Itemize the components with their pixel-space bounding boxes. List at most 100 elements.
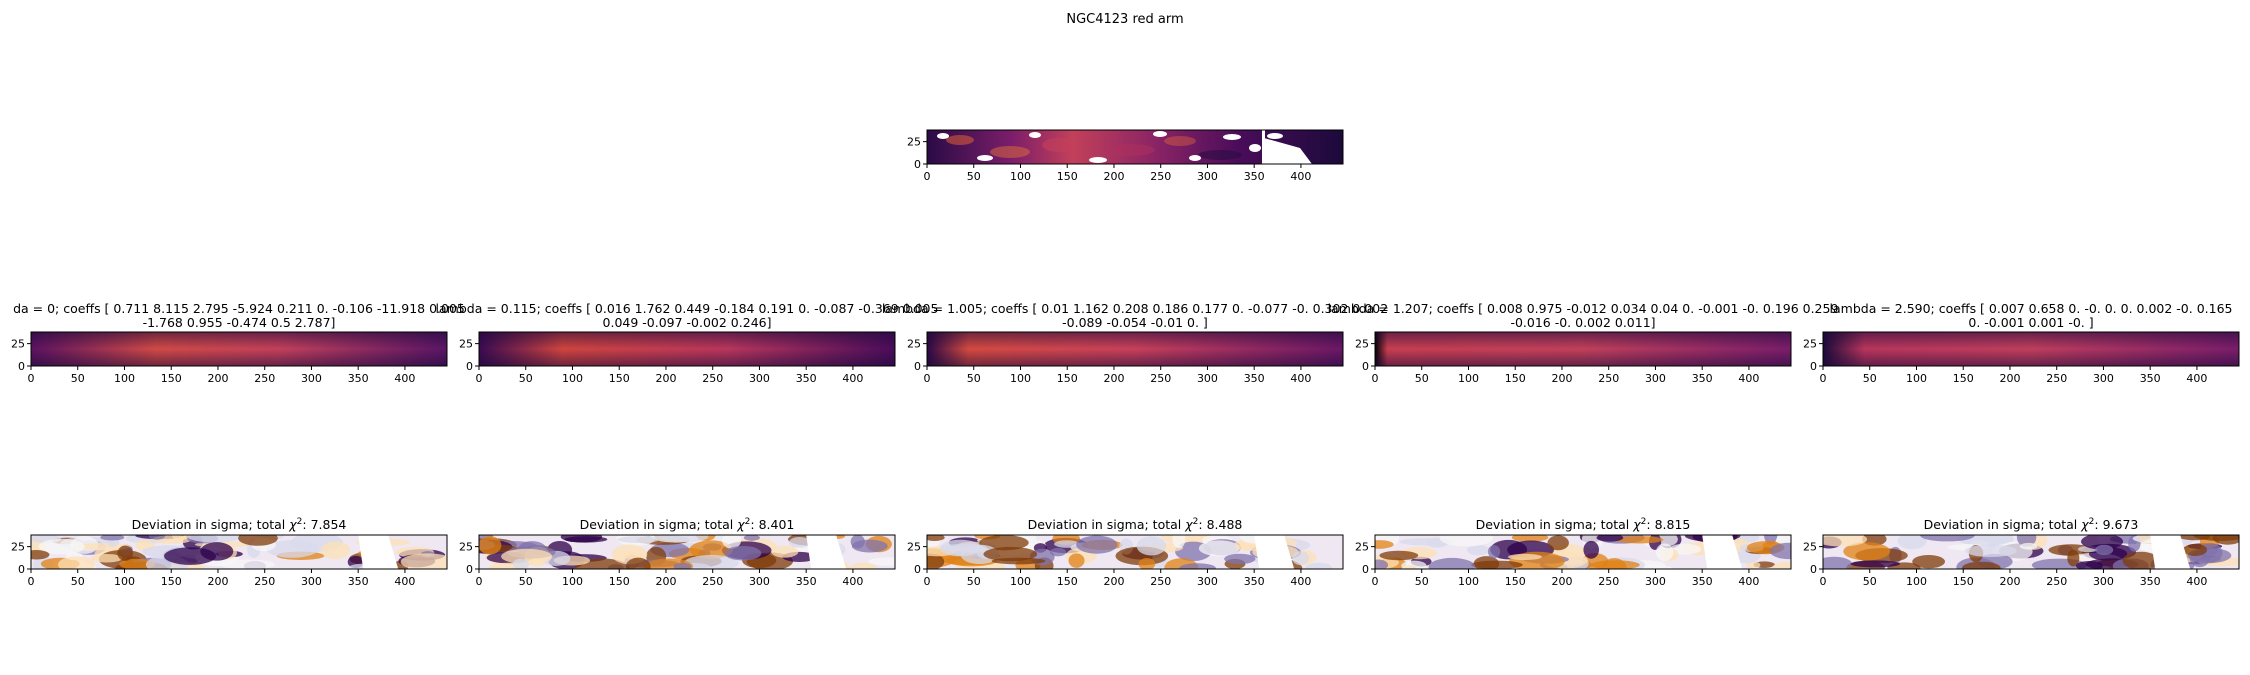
model-0-xtick-label: 250: [254, 372, 275, 385]
model-4-xtick-label: 50: [1863, 372, 1877, 385]
model-0-ytick-label: 25: [11, 338, 25, 351]
model-title-line2-2: -0.089 -0.054 -0.01 0. ]: [1062, 315, 1208, 330]
model-1-xtick-label: 0: [476, 372, 483, 385]
model-title-line1-4: lambda = 2.590; coeffs [ 0.007 0.658 0. …: [1830, 301, 2233, 316]
dev-4-xtick-label: 200: [1999, 575, 2020, 588]
chi-exponent: 2: [1641, 517, 1647, 527]
data-xtick-label: 400: [1290, 170, 1311, 183]
dev-0-xtick-label: 250: [254, 575, 275, 588]
dev-0-axes: 0 50 100 150 200 250 300 350 400 0 25: [11, 541, 415, 588]
chi-symbol: χ: [736, 517, 745, 532]
model-2-xtick-label: 100: [1010, 372, 1031, 385]
dev-2-ytick-label: 0: [914, 563, 921, 576]
model-2-xtick-label: 50: [967, 372, 981, 385]
model-3-ytick-label: 25: [1355, 338, 1369, 351]
dev-1-xtick-label: 400: [842, 575, 863, 588]
model-2-xtick-label: 400: [1290, 372, 1311, 385]
model-4-xtick-label: 150: [1953, 372, 1974, 385]
model-2-ytick-label: 0: [914, 360, 921, 373]
dev-0-xtick-label: 300: [301, 575, 322, 588]
model-panel-0: da = 0; coeffs [ 0.711 8.115 2.795 -5.92…: [13, 301, 465, 367]
dev-1-xtick-label: 0: [476, 575, 483, 588]
model-1-ytick-label: 0: [466, 360, 473, 373]
chi-symbol: χ: [2080, 517, 2089, 532]
deviation-title-value: : 8.815: [1646, 517, 1690, 532]
deviation-panel-3: Deviation in sigma; total χ2: 8.815: [1374, 517, 1792, 570]
dev-2-xtick-label: 350: [1244, 575, 1265, 588]
model-4-xtick-label: 200: [1999, 372, 2020, 385]
chi-exponent: 2: [745, 517, 751, 527]
dev-3-xtick-label: 300: [1645, 575, 1666, 588]
dev-4-xtick-label: 0: [1820, 575, 1827, 588]
model-frame-1: [478, 331, 896, 367]
deviation-frame-4: [1822, 534, 2240, 570]
dev-0-xtick-label: 200: [207, 575, 228, 588]
model-0-xtick-label: 150: [161, 372, 182, 385]
deviation-title-prefix: Deviation in sigma; total: [1476, 517, 1634, 532]
deviation-panel-0: Deviation in sigma; total χ2: 7.854: [30, 517, 448, 570]
data-xtick-label: 150: [1057, 170, 1078, 183]
deviation-title-2: Deviation in sigma; total χ2: 8.488: [1028, 517, 1243, 532]
model-1-xtick-label: 300: [749, 372, 770, 385]
model-3-ytick-label: 0: [1362, 360, 1369, 373]
model-3-xtick-label: 0: [1372, 372, 1379, 385]
model-1-ytick-label: 25: [459, 338, 473, 351]
model-4-xtick-label: 300: [2093, 372, 2114, 385]
dev-3-xtick-label: 100: [1458, 575, 1479, 588]
dev-2-xtick-label: 150: [1057, 575, 1078, 588]
dev-3-xtick-label: 0: [1372, 575, 1379, 588]
dev-4-xtick-label: 300: [2093, 575, 2114, 588]
model-title-line1-2: lambda = 1.005; coeffs [ 0.01 1.162 0.20…: [882, 301, 1388, 316]
dev-1-xtick-label: 50: [519, 575, 533, 588]
deviation-title-prefix: Deviation in sigma; total: [1924, 517, 2082, 532]
model-2-xtick-label: 250: [1150, 372, 1171, 385]
deviation-title-value: : 8.488: [1198, 517, 1242, 532]
model-2-xtick-label: 150: [1057, 372, 1078, 385]
dev-3-ytick-label: 25: [1355, 541, 1369, 554]
dev-2-xtick-label: 0: [924, 575, 931, 588]
model-title-line2-4: 0. -0.001 0.001 -0. ]: [1968, 315, 2093, 330]
dev-4-xtick-label: 150: [1953, 575, 1974, 588]
data-ytick-label: 0: [914, 158, 921, 171]
model-title-line1-3: lambda = 1.207; coeffs [ 0.008 0.975 -0.…: [1328, 301, 1839, 316]
deviation-image-3: [1375, 535, 1791, 569]
model-panel-3: lambda = 1.207; coeffs [ 0.008 0.975 -0.…: [1328, 301, 1839, 367]
model-frame-4: [1822, 331, 2240, 367]
data-xtick-label: 350: [1244, 170, 1265, 183]
model-2-xtick-label: 200: [1103, 372, 1124, 385]
dev-1-xtick-label: 300: [749, 575, 770, 588]
model-title-line2-3: -0.016 -0. 0.002 0.011]: [1510, 315, 1655, 330]
data-xtick-label: 100: [1010, 170, 1031, 183]
data-xtick-label: 300: [1197, 170, 1218, 183]
model-shading-0: [31, 332, 447, 366]
model-2-xtick-label: 0: [924, 372, 931, 385]
model-4-xtick-label: 250: [2046, 372, 2067, 385]
chi-symbol: χ: [288, 517, 297, 532]
dev-2-xtick-label: 300: [1197, 575, 1218, 588]
model-4-xtick-label: 100: [1906, 372, 1927, 385]
model-0-ytick-label: 0: [18, 360, 25, 373]
model-3-xtick-label: 50: [1415, 372, 1429, 385]
model-3-xtick-label: 200: [1551, 372, 1572, 385]
deviation-title-value: : 9.673: [2094, 517, 2138, 532]
dev-2-xtick-label: 250: [1150, 575, 1171, 588]
model-frame-2: [926, 331, 1344, 367]
data-xtick-label: 0: [924, 170, 931, 183]
deviation-title-prefix: Deviation in sigma; total: [580, 517, 738, 532]
deviation-frame-1: [478, 534, 896, 570]
data-panel: [926, 129, 1344, 165]
model-2-xtick-label: 350: [1244, 372, 1265, 385]
dev-1-xtick-label: 150: [609, 575, 630, 588]
dev-2-xtick-label: 200: [1103, 575, 1124, 588]
deviation-frame-3: [1374, 534, 1792, 570]
model-4-axes: 0 50 100 150 200 250 300 350 400 0 25: [1803, 338, 2207, 385]
dev-0-xtick-label: 350: [348, 575, 369, 588]
dev-3-xtick-label: 150: [1505, 575, 1526, 588]
model-3-xtick-label: 350: [1692, 372, 1713, 385]
deviation-title-4: Deviation in sigma; total χ2: 9.673: [1924, 517, 2139, 532]
model-4-xtick-label: 0: [1820, 372, 1827, 385]
dev-0-xtick-label: 50: [71, 575, 85, 588]
dev-4-ytick-label: 25: [1803, 541, 1817, 554]
dev-0-xtick-label: 150: [161, 575, 182, 588]
